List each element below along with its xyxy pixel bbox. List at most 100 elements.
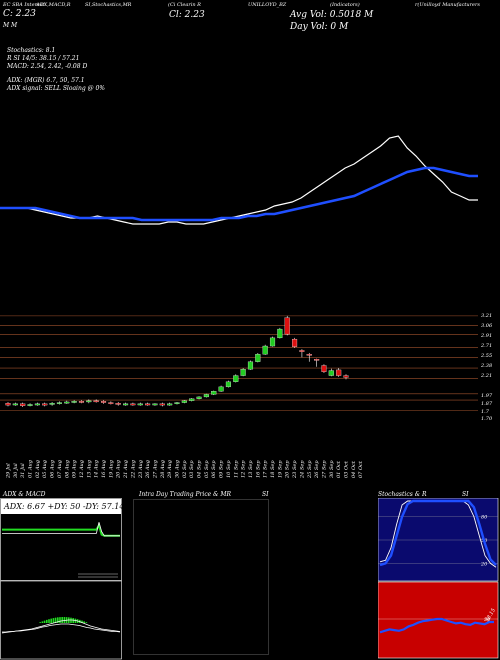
date-tick-label: 09 Aug [72,460,78,478]
candle [78,401,85,403]
candle [240,369,246,376]
adx-label: ADX: 6.67 +DY: 50 -DY: 57.14 [3,502,124,511]
candle [167,403,173,406]
moving-averages [0,135,478,225]
price-tick-label: 2.55 [480,353,492,359]
date-tick-label: 06 Sep [211,460,217,478]
candle [247,361,254,370]
close-label: C: 2.23 [3,9,36,19]
date-tick-label: 16 Sep [255,460,261,478]
candle [321,365,327,372]
panel-title-intraday: Intra Day Trading Price & MR [139,491,232,498]
stochastics-rsi-values: R SI 14/5: 38.15 / 57.21 [7,55,80,62]
candle [42,403,48,406]
candle [27,404,33,406]
date-tick-label: 02 Sep [182,460,188,478]
candle [93,400,99,403]
price-tick-label: 1.87 [481,401,493,407]
date-tick-label: 29 Aug [167,460,173,479]
date-tick-label: 05 Aug [42,460,48,478]
stochastics-value: Stochastics: 8.1 [7,47,56,54]
date-tick-label: 17 Sep [263,460,269,478]
candle [174,402,180,404]
candle [12,403,18,406]
date-tick-label: 07 Oct [358,460,364,478]
header-item: r(Unilloyd Manufacturers [415,2,480,8]
day-volume: Day Vol: 0 M [290,22,349,32]
date-tick-label: 30 Aug [175,460,181,478]
candle [130,403,136,406]
stoch-tick-label: 20 [480,561,488,567]
candle [203,394,209,398]
candle [152,403,158,406]
adx-macd-panel: ADX: 6.67 +DY: 50 -DY: 57.14 [0,498,124,660]
price-gridlines [0,315,478,412]
candles [5,315,349,407]
current-price: Cl: 2.23 [169,10,205,20]
date-tick-label: 07 Aug [57,460,63,478]
date-tick-label: 10 Sep [226,460,232,478]
price-tick-label: 2.91 [480,333,492,339]
candle [284,317,290,335]
stoch-line [379,499,497,567]
candle [343,375,349,378]
date-tick-label: 26 Sep [314,460,320,479]
candle [262,345,268,355]
candle [269,337,276,347]
candle [137,403,143,406]
candle [218,386,224,392]
stoch-tick-label: 80 [481,515,488,521]
candle [159,403,165,406]
candle [328,370,334,376]
date-tick-label: 13 Aug [86,460,92,478]
candle [34,403,40,406]
candle [196,396,202,399]
candle [189,398,195,401]
price-tick-label: 2.71 [480,343,492,349]
price-tick-label: 1.7 [481,409,490,415]
candle [71,401,77,403]
date-tick-label: 02 Aug [35,460,41,478]
date-tick-label: 28 Aug [160,460,166,479]
date-tick-label: 29 Jul [6,463,12,479]
date-tick-label: 12 Sep [241,460,247,478]
price-tick-label: 3.06 [481,323,493,329]
date-tick-label: 12 Aug [79,460,85,478]
price-axis: 3.21 3.06 2.91 2.71 2.55 2.38 2.21 1.97 1.87 1.71… [480,313,493,422]
candle [108,402,114,404]
date-tick-label: 14 Aug [94,460,100,478]
header-item: (Ci Clearin R [168,2,201,8]
date-tick-label: 30 Sep [329,460,335,478]
date-tick-label: 06 Aug [50,460,56,478]
candle [86,400,92,403]
intraday-panel [133,499,269,655]
adx-values: ADX: (MGR) 6.7, 50, 57.1 [7,77,85,84]
date-tick-label: 09 Sep [219,460,225,478]
macd-line [2,623,121,633]
price-tick-label: 1.97 [481,393,493,399]
ma-line [0,166,478,222]
candle [225,381,231,388]
candle [5,403,11,406]
candle [255,354,261,362]
candle [100,401,107,403]
date-tick-label: 22 Aug [130,460,136,479]
candle [115,403,121,405]
date-tick-label: 03 Oct [344,460,350,478]
adx-line [2,522,120,537]
date-tick-label: 30 Jul [13,463,19,478]
adx-signal: ADX signal: SELL Sloaing @ 0% [7,85,105,92]
candle [64,401,70,404]
panel-title-stochastics-right: SI [462,491,469,498]
candle [20,403,26,406]
price-tick-label: 2.38 [480,363,492,369]
date-tick-label: 27 Sep [321,460,327,479]
date-tick-label: 04 Sep [197,460,203,478]
panel-title-intraday-right: SI [262,491,269,498]
date-tick-label: 05 Sep [204,460,210,478]
candle [336,369,342,376]
date-tick-label: 03 Sep [189,460,195,478]
ma-line [0,135,478,225]
header-item: (Indicators) [330,2,360,8]
volume-mid-line: M M [3,22,18,29]
